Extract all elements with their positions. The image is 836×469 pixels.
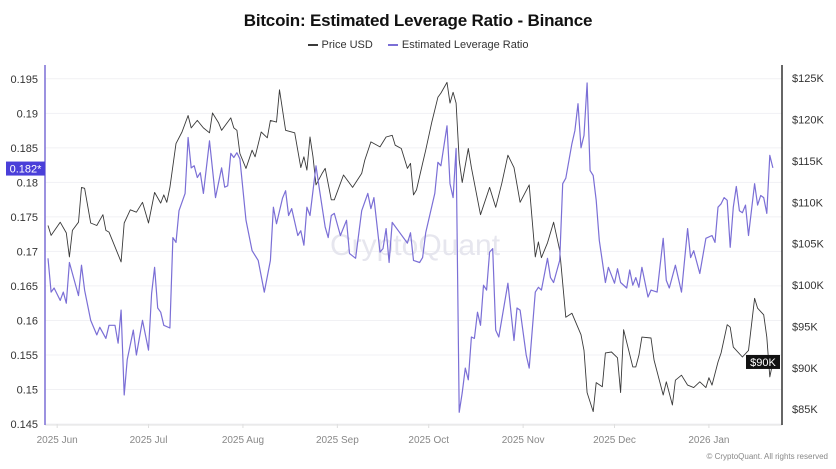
x-axis-tick-label: 2025 Oct <box>408 435 449 446</box>
gridlines <box>45 78 782 425</box>
left-axis-tick-label: 0.19 <box>17 108 38 120</box>
price-usd-line <box>47 81 774 413</box>
legend-label-price: Price USD <box>321 39 373 51</box>
left-current-value-label: 0.182* <box>10 164 43 176</box>
legend-swatch-leverage <box>387 44 398 47</box>
left-axis-tick-label: 0.185 <box>10 143 38 155</box>
axes: 0.1450.150.1550.160.1650.170.1750.180.18… <box>10 65 824 446</box>
right-current-value-label: $90K <box>750 357 776 369</box>
right-axis-tick-label: $110K <box>792 197 824 209</box>
right-axis-tick-label: $105K <box>792 239 824 251</box>
legend: Price USD Estimated Leverage Ratio <box>0 39 836 51</box>
x-axis-tick-label: 2025 Aug <box>222 435 264 446</box>
right-axis-tick-label: $90K <box>792 363 818 375</box>
chart-title: Bitcoin: Estimated Leverage Ratio - Bina… <box>243 11 593 30</box>
current-value-markers: 0.182* $90K <box>6 161 780 369</box>
right-axis-tick-label: $85K <box>792 404 818 416</box>
x-axis-tick-label: 2025 Dec <box>593 435 636 446</box>
legend-item-leverage[interactable]: Estimated Leverage Ratio <box>387 39 529 51</box>
x-axis-tick-label: 2025 Sep <box>316 435 359 446</box>
right-axis-tick-label: $125K <box>792 73 824 85</box>
left-axis-tick-label: 0.165 <box>10 281 38 293</box>
left-axis-tick-label: 0.18 <box>17 177 38 189</box>
series-lines <box>47 81 774 413</box>
left-axis-tick-label: 0.175 <box>10 212 38 224</box>
left-axis-tick-label: 0.16 <box>17 315 38 327</box>
leverage-ratio-line <box>47 82 774 413</box>
left-axis-tick-label: 0.15 <box>17 384 38 396</box>
left-axis-tick-label: 0.17 <box>17 246 38 258</box>
x-axis-tick-label: 2026 Jan <box>688 435 729 446</box>
copyright: © CryptoQuant. All rights reserved <box>706 452 829 461</box>
left-axis-tick-label: 0.145 <box>10 419 38 431</box>
right-axis-tick-label: $115K <box>792 156 824 168</box>
right-axis-tick-label: $100K <box>792 280 824 292</box>
left-current-value-badge <box>6 161 45 176</box>
x-axis-tick-label: 2025 Jun <box>37 435 78 446</box>
left-axis-tick-label: 0.155 <box>10 350 38 362</box>
left-axis-tick-label: 0.195 <box>10 74 38 86</box>
legend-swatch-price <box>307 44 318 47</box>
x-axis-tick-label: 2025 Jul <box>130 435 168 446</box>
right-current-value-badge <box>746 354 780 369</box>
right-axis-tick-label: $120K <box>792 115 824 127</box>
right-axis-tick-label: $95K <box>792 321 818 333</box>
legend-label-leverage: Estimated Leverage Ratio <box>401 39 529 51</box>
x-axis-tick-label: 2025 Nov <box>502 435 545 446</box>
legend-item-price[interactable]: Price USD <box>307 39 373 51</box>
